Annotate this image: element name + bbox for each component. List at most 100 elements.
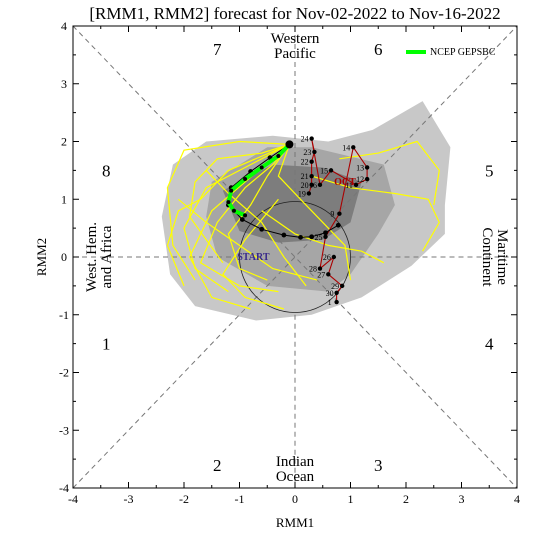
observed-day-label: 14	[342, 143, 350, 152]
forecast-series-point	[243, 177, 248, 182]
region-label-left: and Africa	[99, 225, 115, 288]
x-tick-label: -4	[68, 492, 78, 506]
observed-day-point	[353, 182, 359, 188]
ensemble-member-track	[311, 175, 440, 252]
x-tick-label: 4	[514, 492, 520, 506]
phase-number: 1	[102, 335, 111, 354]
observed-day-label: 12	[356, 175, 364, 184]
chart-text: [RMM1, RMM2] forecast for Nov-02-2022 to…	[34, 4, 520, 530]
observed-day-point	[339, 283, 345, 289]
observed-day-label: 15	[320, 166, 328, 175]
ensemble-mean-point	[259, 226, 265, 232]
start-marker-label: START	[237, 252, 270, 263]
observed-day-point	[309, 173, 314, 179]
region-label-top: Western	[271, 31, 320, 47]
observed-day-label: 19	[298, 189, 306, 198]
observed-day-label: 20	[301, 181, 309, 190]
legend-label: NCEP GEPSBC	[430, 47, 496, 58]
y-tick-label: 1	[61, 192, 67, 206]
ensemble-spread-shading	[161, 101, 451, 321]
phase-number: 2	[213, 456, 222, 475]
ensemble-member-track	[178, 198, 318, 281]
ensemble-member-track	[261, 210, 385, 264]
region-label-bottom: Indian	[276, 454, 315, 470]
observed-day-label: 16	[309, 181, 317, 190]
x-tick-label: -3	[124, 492, 134, 506]
chart-title: [RMM1, RMM2] forecast for Nov-02-2022 to…	[89, 4, 500, 23]
observed-day-label: 27	[317, 270, 325, 279]
observed-day-label: 1	[328, 298, 332, 307]
ensemble-mean-track	[226, 140, 341, 240]
unit-circle	[239, 201, 351, 313]
forecast-series-point	[243, 213, 248, 218]
forecast-series-point	[229, 188, 234, 193]
region-label-right: Maritime	[494, 229, 510, 285]
x-tick-label: 3	[459, 492, 465, 506]
x-tick-label: 2	[403, 492, 409, 506]
phase-number: 8	[102, 161, 111, 180]
y-tick-label: -4	[59, 481, 69, 495]
observed-day-point	[317, 182, 323, 188]
ensemble-mean-point	[298, 234, 303, 240]
phase-number: 4	[485, 335, 494, 354]
inner-spread-shading	[222, 164, 362, 243]
observed-day-label: 9	[330, 210, 334, 219]
y-tick-label: 4	[61, 19, 67, 33]
observed-day-label: 13	[356, 163, 364, 172]
forecast-series-point	[231, 208, 236, 213]
region-label-left: West. Hem.	[84, 222, 100, 292]
y-tick-label: 0	[61, 250, 67, 264]
y-tick-label: 3	[61, 77, 67, 91]
region-label-top: Pacific	[274, 46, 316, 62]
x-tick-label: -1	[235, 492, 245, 506]
ensemble-member-track	[339, 140, 440, 206]
observed-day-label: 29	[331, 282, 339, 291]
diagonal-line	[72, 25, 518, 489]
phase-guide-lines	[72, 25, 518, 489]
x-tick-label: 1	[348, 492, 354, 506]
x-tick-label: 0	[292, 492, 298, 506]
y-axis-label: RMM2	[34, 238, 49, 276]
observed-day-label: 11	[345, 181, 353, 190]
phase-number: 5	[485, 161, 494, 180]
observed-day-label: 24	[301, 135, 309, 144]
phase-number: 6	[374, 40, 383, 59]
observed-day-point	[309, 136, 314, 141]
region-label-bottom: Ocean	[276, 469, 315, 485]
observed-day-label: 30	[326, 289, 334, 298]
observed-day-label: 22	[301, 158, 309, 167]
ensemble-member-track	[188, 143, 290, 264]
observed-day-point	[328, 168, 334, 173]
x-axis-label: RMM1	[276, 515, 314, 530]
observed-day-label: 26	[323, 253, 331, 262]
x-tick-label: -2	[179, 492, 189, 506]
phase-number: 3	[374, 456, 383, 475]
ensemble-mean-point	[281, 232, 287, 238]
observed-day-point	[306, 191, 312, 196]
forecast-series-point	[276, 153, 281, 158]
observed-day-point	[331, 254, 337, 260]
phase-number: 7	[213, 40, 222, 59]
observed-day-point	[364, 176, 370, 182]
observed-day-label: 28	[309, 265, 317, 274]
observed-day-point	[312, 149, 317, 155]
ensemble-member-tracks	[166, 140, 440, 310]
diagonal-line	[72, 25, 518, 489]
observed-day-point	[351, 145, 356, 150]
region-label-right: Continent	[479, 227, 495, 287]
forecast-series-point	[259, 165, 264, 170]
ensemble-member-track	[166, 143, 290, 287]
month-marker-label: OCT	[334, 177, 356, 188]
ensemble-member-track	[205, 169, 307, 287]
ensemble-mean-point	[309, 234, 315, 240]
observed-day-point	[309, 182, 314, 188]
y-tick-label: -2	[59, 366, 69, 380]
y-tick-label: -3	[59, 423, 69, 437]
y-tick-label: -1	[59, 308, 69, 322]
forecast-series-point	[226, 200, 231, 205]
ensemble-member-track	[183, 143, 290, 293]
y-tick-label: 2	[61, 135, 67, 149]
observed-day-point	[364, 165, 370, 170]
